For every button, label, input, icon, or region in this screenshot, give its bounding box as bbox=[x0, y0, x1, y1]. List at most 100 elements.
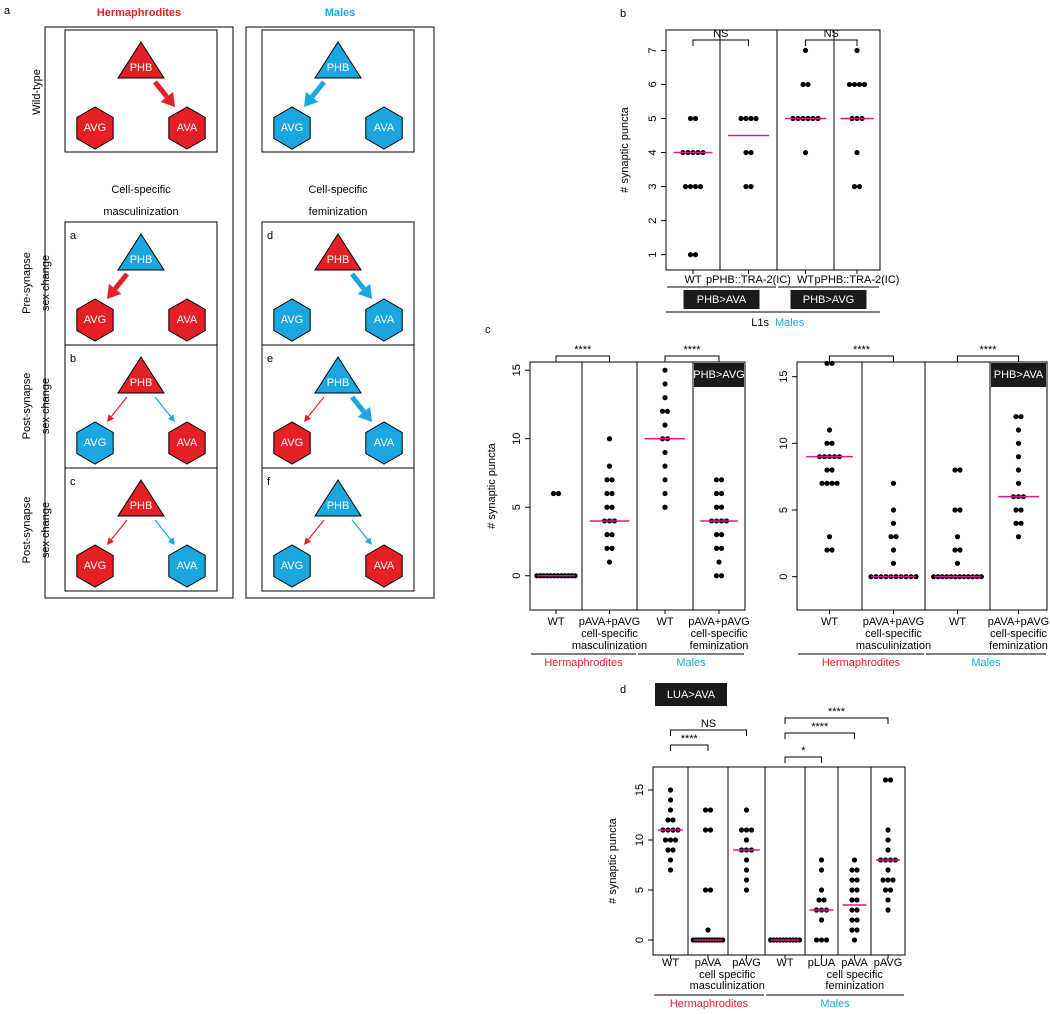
data-point bbox=[890, 560, 897, 566]
node-label: AVG bbox=[84, 314, 106, 326]
data-point bbox=[609, 532, 615, 538]
node-label: AVA bbox=[177, 314, 198, 326]
data-point bbox=[713, 545, 720, 551]
x-tick-label: pPHB::TRA-2(IC) bbox=[706, 274, 791, 286]
x-tick-label: WT bbox=[656, 616, 673, 628]
data-point bbox=[604, 532, 610, 538]
box-letter: d bbox=[267, 230, 273, 242]
significance-label: * bbox=[801, 745, 806, 757]
data-point bbox=[662, 477, 668, 483]
node-label: AVG bbox=[84, 122, 106, 134]
data-point bbox=[890, 877, 896, 883]
plot-frame bbox=[665, 29, 881, 271]
tag-label: PHB>AVA bbox=[994, 369, 1044, 381]
data-point bbox=[707, 807, 714, 813]
data-point bbox=[851, 857, 858, 863]
box-letter: f bbox=[267, 476, 271, 488]
y-tick-label: 15 bbox=[511, 364, 523, 376]
data-point bbox=[738, 827, 745, 833]
data-point bbox=[604, 545, 610, 551]
data-point bbox=[851, 81, 858, 88]
y-tick-label: 0 bbox=[778, 574, 790, 580]
data-point bbox=[1018, 414, 1024, 420]
data-point bbox=[931, 574, 937, 580]
data-point bbox=[800, 81, 806, 88]
x-tick-label: WT bbox=[797, 274, 814, 286]
plot-frame bbox=[796, 361, 1048, 611]
row-label: Wild-type bbox=[31, 69, 43, 115]
data-point bbox=[713, 490, 720, 497]
data-point bbox=[887, 777, 894, 783]
data-point bbox=[743, 183, 749, 190]
x-tick-label: masculinization bbox=[856, 640, 931, 652]
data-point bbox=[713, 477, 720, 483]
tag-label: PHB>AVG bbox=[803, 294, 854, 306]
x-tick-label: cell-specific bbox=[865, 628, 922, 640]
data-point bbox=[802, 47, 809, 54]
data-point bbox=[662, 490, 668, 497]
data-point bbox=[893, 534, 899, 540]
data-point bbox=[890, 480, 897, 486]
x-tick-label: pAVA bbox=[841, 957, 868, 969]
subgroup-label: feminization bbox=[825, 980, 884, 992]
x-tick-label: pAVG bbox=[874, 957, 903, 969]
data-point bbox=[1015, 454, 1022, 460]
data-point bbox=[854, 927, 860, 933]
group-label: Males bbox=[971, 657, 1001, 669]
significance-label: **** bbox=[683, 344, 701, 356]
y-tick-label: 2 bbox=[647, 218, 659, 224]
data-point bbox=[849, 877, 855, 883]
x-tick-label: pLUA bbox=[808, 957, 836, 969]
data-point bbox=[743, 807, 750, 813]
y-axis-label: # synaptic puncta bbox=[607, 817, 619, 903]
data-point bbox=[824, 467, 830, 473]
column-title: Males bbox=[325, 7, 356, 19]
row-label: Post-synapse bbox=[21, 497, 33, 564]
y-tick-label: 1 bbox=[647, 252, 659, 258]
data-point bbox=[861, 81, 868, 88]
arrow bbox=[307, 519, 325, 540]
data-point bbox=[604, 504, 610, 510]
data-point bbox=[818, 887, 825, 893]
triangle-node bbox=[314, 41, 362, 79]
data-point bbox=[705, 927, 711, 933]
significance-bracket bbox=[784, 756, 822, 763]
data-point bbox=[885, 847, 891, 853]
box bbox=[261, 29, 415, 153]
y-tick-label: 0 bbox=[634, 937, 646, 943]
data-point bbox=[818, 937, 825, 943]
node-label: AVG bbox=[281, 560, 303, 572]
data-point bbox=[662, 367, 668, 373]
y-tick-label: 5 bbox=[634, 887, 646, 893]
arrow bbox=[154, 396, 172, 417]
data-point bbox=[604, 490, 610, 497]
significance-label: **** bbox=[681, 733, 699, 745]
hexagon-node bbox=[273, 106, 311, 150]
data-point bbox=[718, 504, 725, 510]
data-point bbox=[885, 897, 891, 903]
data-point bbox=[856, 183, 863, 190]
data-point bbox=[816, 897, 822, 903]
x-tick-label: feminization bbox=[989, 640, 1048, 652]
data-point bbox=[718, 477, 725, 483]
data-point bbox=[854, 877, 860, 883]
data-point bbox=[1015, 467, 1022, 473]
significance-bracket bbox=[670, 729, 747, 736]
data-point bbox=[606, 463, 613, 469]
arrow-head bbox=[357, 283, 372, 299]
data-point bbox=[854, 897, 860, 903]
node-label: PHB bbox=[327, 62, 350, 74]
data-point bbox=[849, 917, 855, 923]
x-tick-label: pAVG bbox=[732, 957, 761, 969]
triangle-node bbox=[117, 479, 165, 517]
data-point bbox=[813, 937, 820, 943]
data-point bbox=[1015, 534, 1022, 540]
row-label: sex change bbox=[40, 378, 52, 434]
data-point bbox=[1013, 520, 1019, 526]
arrow bbox=[113, 272, 129, 291]
arrow bbox=[351, 519, 369, 540]
node-label: AVG bbox=[84, 560, 106, 572]
x-tick-label: WT bbox=[949, 616, 966, 628]
data-point bbox=[885, 877, 891, 883]
data-point bbox=[856, 81, 863, 88]
